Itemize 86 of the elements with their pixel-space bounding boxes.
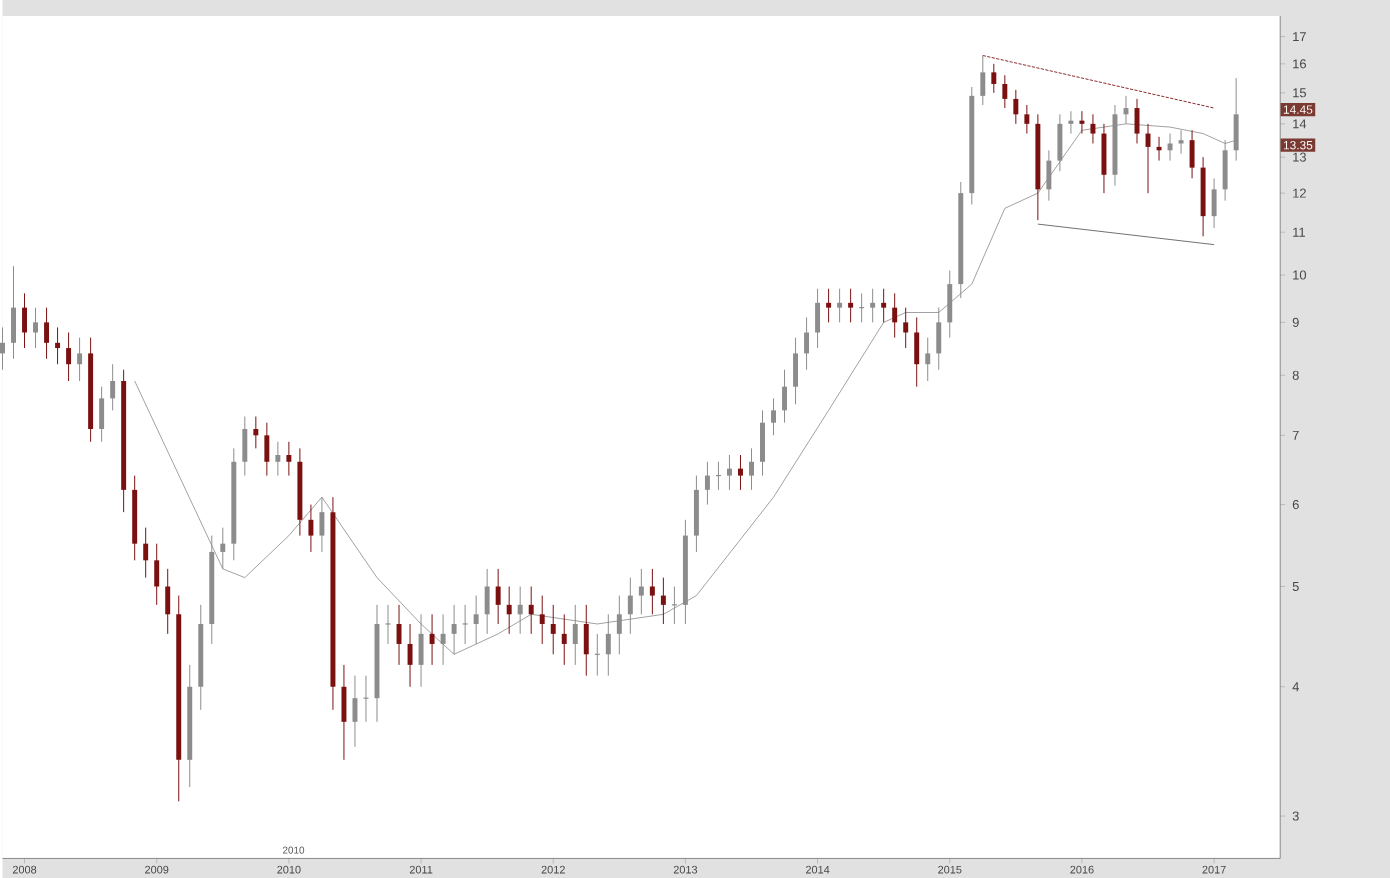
candlestick [903,306,909,349]
candlestick [1057,113,1063,172]
candlestick [1211,177,1217,229]
candlestick [77,336,83,382]
candlestick [1013,89,1019,125]
candlestick [440,613,446,666]
candlestick [583,604,589,676]
candlestick [66,331,72,382]
candlestick [1189,129,1195,179]
candlestick [517,585,523,635]
candlestick [1178,129,1184,155]
candlestick [616,594,622,655]
candlestick [1046,149,1052,201]
candlestick [1090,113,1096,144]
candlestick [484,568,490,635]
candlestick [11,265,16,360]
candlestick [319,496,325,553]
candlestick [242,415,248,476]
candlestick [341,664,347,761]
candlestick [99,386,105,443]
candlestick [0,326,5,371]
candlestick [980,54,986,106]
candlestick [947,269,953,338]
candlestick [605,613,611,676]
candlestick [473,594,479,645]
candlestick [991,63,997,94]
candlestick [429,613,435,666]
candlestick [649,568,655,615]
candlestick [220,526,226,570]
candlestick [462,604,469,645]
candlestick [782,369,788,423]
candlestick [815,288,821,349]
candlestick [826,288,832,323]
candlestick [837,288,843,323]
candlestick [275,441,281,476]
candlestick [914,316,920,388]
candlestick [143,526,149,578]
candlestick [1002,74,1008,109]
candlestick [451,604,457,655]
candlestick [550,604,556,655]
candlestick [760,409,765,476]
candlestick [870,288,876,323]
candlestick [627,576,633,635]
candlestick [286,441,292,476]
candlestick [881,288,887,323]
candlestick [44,306,50,360]
candlestick [1079,110,1085,134]
candlestick [396,604,402,666]
candlestick [352,674,358,748]
candlestick [660,576,666,625]
candlestick [1024,104,1030,134]
candlestick [384,604,392,645]
candlestick [561,613,567,666]
candlestick [704,461,710,505]
candlestick [1101,123,1107,194]
candlestick [407,623,413,688]
candlestick [738,454,743,491]
candlestick [936,306,942,371]
candlestick [572,604,578,666]
candlestick [495,568,501,625]
candlestick [892,292,898,338]
candlestick [165,568,171,635]
candlestick [771,397,776,436]
candlestick [793,336,799,405]
candlestick [253,415,259,449]
candlestick [1222,139,1228,201]
candlestick [804,316,810,371]
candlestick [1233,77,1239,161]
candlestick [33,306,39,349]
candlestick [1068,110,1074,134]
candlestick [418,613,424,688]
candlestick [110,363,116,411]
candlestick [264,422,270,476]
candlestick [22,292,27,349]
candlestick [154,542,160,606]
candlestick [308,503,314,553]
candlestick [55,326,61,365]
candlestick [693,474,699,553]
candlestick [539,594,545,645]
candlestick [638,568,644,615]
candlestick [848,288,854,323]
candlestick [749,447,754,491]
candlestick [726,454,732,491]
candlestick [925,336,931,382]
candlestick [506,585,512,635]
candlestick [528,585,534,635]
